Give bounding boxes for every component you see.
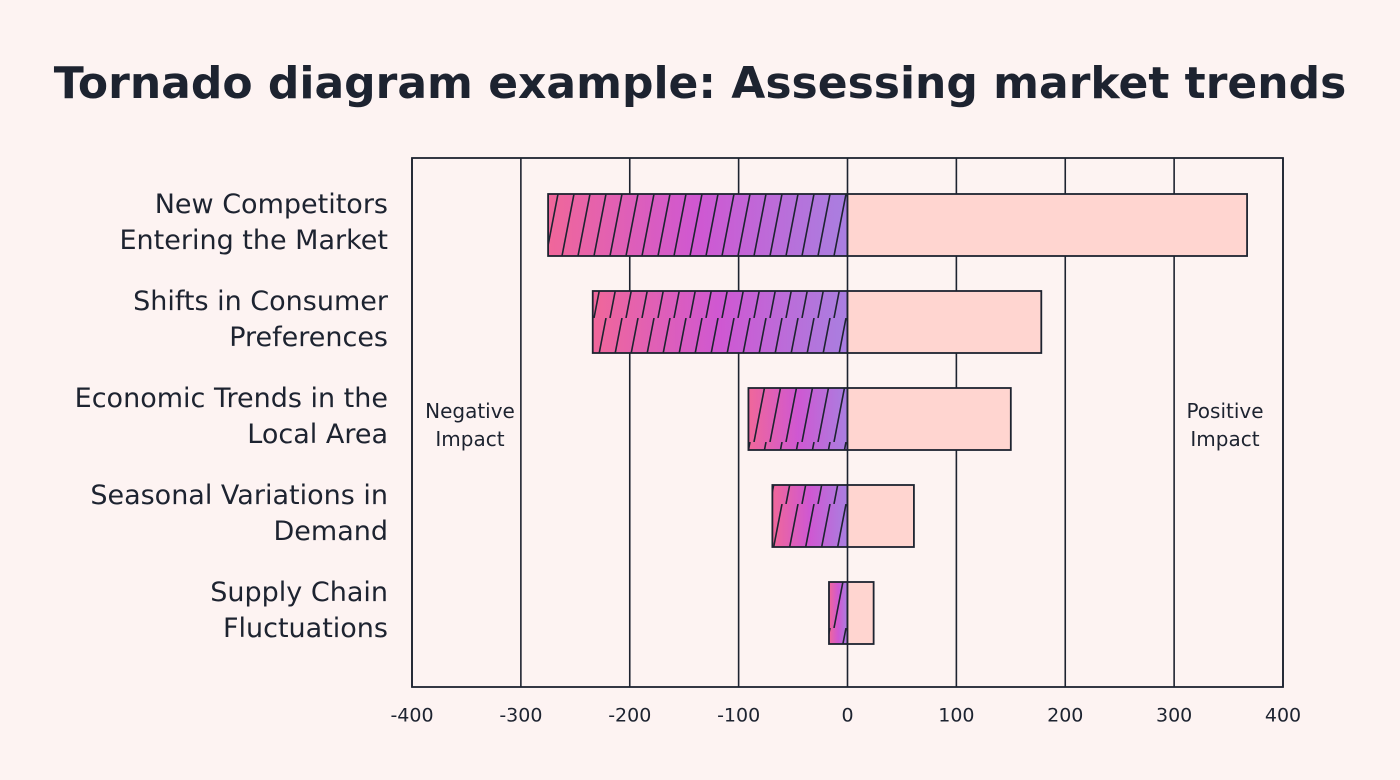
x-tick-label: 300 xyxy=(1156,705,1192,727)
x-tick-label: -400 xyxy=(390,705,433,727)
y-tick-label: Economic Trends in the Local Area xyxy=(74,383,388,450)
annotation: Negative Impact xyxy=(425,399,515,451)
plot-frame xyxy=(411,157,1284,688)
bar-outline xyxy=(846,290,1043,354)
y-tick-label: New Competitors Entering the Market xyxy=(119,189,388,256)
bar-hatch xyxy=(591,290,849,354)
annotation: Positive Impact xyxy=(1186,399,1264,451)
bar xyxy=(847,291,1042,353)
bar-hatch xyxy=(828,581,849,645)
chart-title: Tornado diagram example: Assessing marke… xyxy=(53,58,1347,109)
bar xyxy=(847,388,1011,450)
bar-outline xyxy=(846,387,1012,451)
bar xyxy=(847,582,874,644)
y-tick-label: Supply Chain Fluctuations xyxy=(210,577,388,644)
bar-outline xyxy=(846,581,875,645)
x-tick-label: -300 xyxy=(499,705,542,727)
bar-outline xyxy=(846,484,915,548)
x-tick-label: 0 xyxy=(841,705,853,727)
x-tick-label: -200 xyxy=(608,705,651,727)
x-tick-label: 100 xyxy=(938,705,974,727)
bar xyxy=(847,194,1248,256)
bar-hatch xyxy=(547,193,849,257)
x-tick-label: 200 xyxy=(1047,705,1083,727)
bar xyxy=(847,485,914,547)
x-tick-label: 400 xyxy=(1265,705,1301,727)
x-tick-label: -100 xyxy=(717,705,760,727)
bar-hatch xyxy=(771,484,849,548)
y-tick-label: Seasonal Variations in Demand xyxy=(90,480,388,547)
bar-hatch xyxy=(747,387,849,451)
bar-outline xyxy=(846,193,1248,257)
y-tick-label: Shifts in Consumer Preferences xyxy=(133,286,388,353)
